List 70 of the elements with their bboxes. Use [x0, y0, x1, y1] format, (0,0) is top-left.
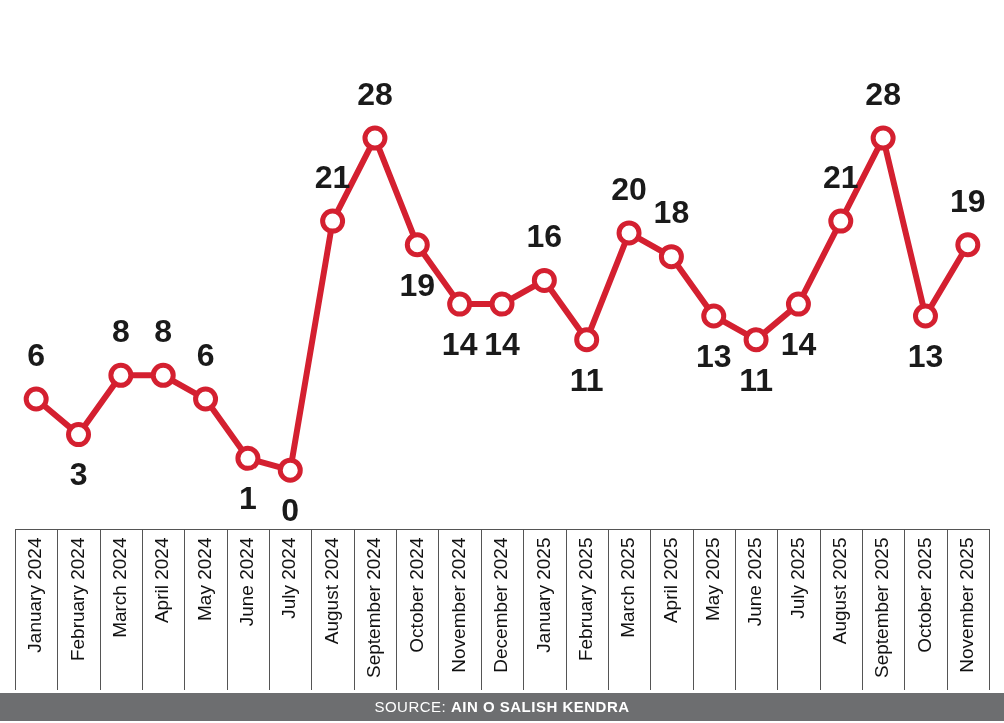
data-label: 14: [780, 325, 817, 362]
x-tick-label: April 2024: [151, 537, 173, 624]
data-label: 8: [111, 313, 130, 350]
data-label: 16: [526, 218, 563, 255]
x-tick-label: August 2024: [320, 537, 342, 645]
point: [743, 327, 769, 353]
point: [193, 386, 219, 412]
x-tick-label: February 2024: [66, 537, 88, 662]
point: [912, 303, 938, 329]
data-label: 19: [399, 266, 436, 303]
x-tick-label: August 2025: [829, 537, 851, 645]
point: [489, 291, 515, 317]
point: [362, 125, 388, 151]
data-label: 28: [865, 75, 901, 112]
data-label: 11: [569, 361, 604, 398]
point: [658, 244, 684, 270]
x-tick-label: June 2024: [236, 537, 258, 627]
point: [150, 362, 176, 388]
x-tick-label: April 2025: [659, 537, 681, 624]
data-label: 1: [239, 480, 257, 517]
point: [66, 422, 92, 448]
point: [785, 291, 811, 317]
data-label: 6: [196, 336, 215, 373]
point: [701, 303, 727, 329]
source-note: SOURCE: AIN O SALISH KENDRA: [0, 693, 1004, 721]
data-label: 18: [653, 194, 690, 231]
data-label: 3: [69, 456, 88, 493]
point: [235, 445, 261, 471]
point: [531, 267, 557, 293]
x-tick-label: July 2024: [278, 537, 300, 619]
data-label: 21: [822, 158, 859, 195]
point: [277, 457, 303, 483]
data-label: 28: [357, 75, 393, 112]
data-label: 13: [695, 337, 732, 374]
data-label: 19: [950, 182, 986, 219]
data-label: 8: [154, 313, 173, 350]
data-label: 0: [281, 492, 300, 529]
data-label: 20: [611, 170, 647, 207]
point: [23, 386, 49, 412]
x-tick-label: October 2024: [405, 537, 427, 653]
point: [616, 220, 642, 246]
x-tick-label: March 2025: [617, 537, 639, 638]
data-label: 14: [484, 325, 520, 362]
x-tick-label: February 2025: [574, 537, 596, 662]
point: [828, 208, 854, 234]
point: [955, 232, 981, 258]
x-tick-label: December 2024: [490, 537, 512, 673]
x-tick-label: October 2025: [913, 537, 935, 653]
x-tick-label: May 2024: [193, 537, 215, 621]
point: [870, 125, 896, 151]
x-tick-label: September 2024: [363, 537, 385, 679]
data-label: 13: [907, 337, 944, 374]
point: [574, 327, 600, 353]
x-tick-label: November 2025: [956, 537, 978, 673]
x-tick-label: July 2025: [786, 537, 808, 619]
data-label: 11: [739, 361, 773, 398]
x-tick-label: January 2025: [532, 537, 554, 653]
x-tick-label: November 2024: [447, 537, 469, 673]
x-tick-label: March 2024: [109, 537, 131, 638]
point: [108, 362, 134, 388]
point: [404, 232, 430, 258]
x-tick-label: June 2025: [744, 537, 766, 627]
point: [320, 208, 346, 234]
x-tick-label: January 2024: [24, 537, 46, 653]
data-label: 6: [27, 336, 46, 373]
x-tick-label: May 2025: [701, 537, 723, 621]
data-label: 21: [314, 158, 351, 195]
data-label: 14: [441, 325, 478, 362]
x-tick-label: September 2025: [871, 537, 893, 679]
point: [447, 291, 473, 317]
